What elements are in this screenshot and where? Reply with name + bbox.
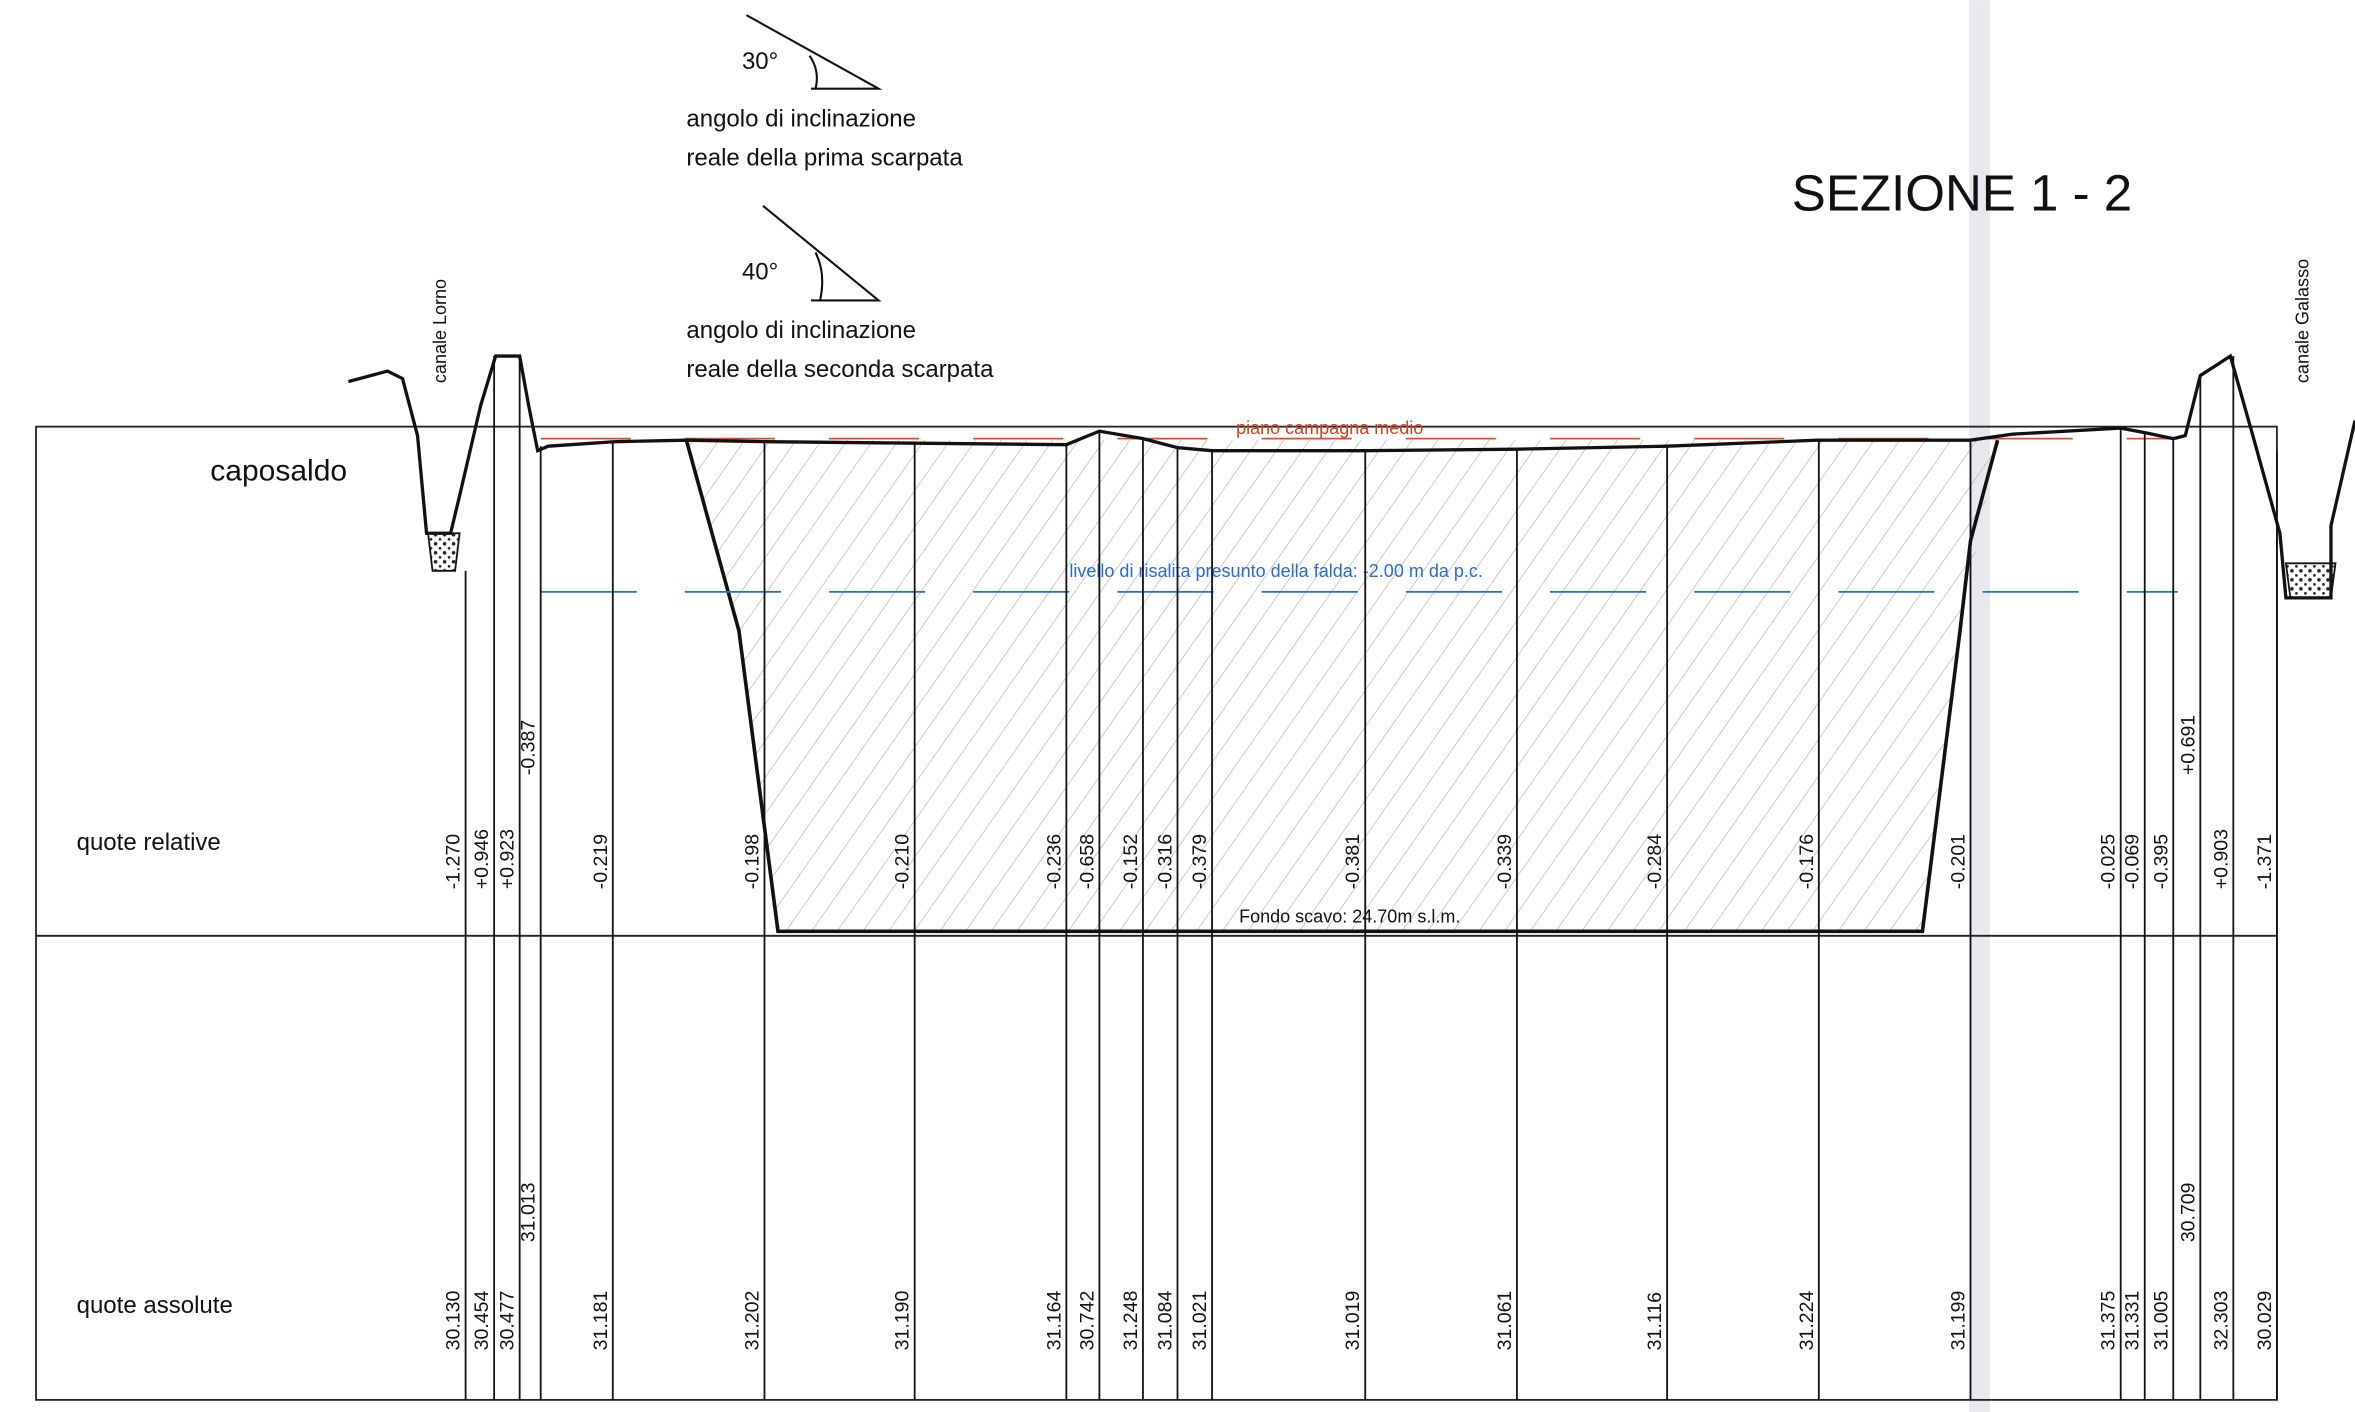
absolute-elevation: 31.190 [892, 1290, 914, 1350]
relative-elevation: -0.069 [2122, 834, 2144, 889]
water-table-label: livello di risalita presunto della falda… [1069, 561, 1483, 581]
relative-elevation: -0.381 [1342, 834, 1364, 889]
relative-elevation: -0.176 [1796, 834, 1818, 889]
legend-text: angolo di inclinazione [686, 317, 916, 344]
canal-bed [427, 532, 461, 572]
relative-elevation: -0.339 [1494, 834, 1516, 889]
relative-elevation: -0.387 [518, 720, 540, 775]
canal-bed [2284, 562, 2337, 599]
angle-arc [808, 55, 818, 89]
excavation-outline [684, 439, 2000, 934]
relative-elevation: -0.025 [2098, 834, 2120, 889]
relative-elevation: -0.236 [1043, 834, 1065, 889]
relative-elevation: -1.270 [443, 834, 465, 889]
relative-elevation: -0.658 [1076, 834, 1098, 889]
legend-text: angolo di inclinazione [686, 105, 916, 132]
canal-label: canale Lorno [430, 279, 450, 383]
relative-elevation: +0.691 [2177, 715, 2199, 775]
excavation-bottom-label: Fondo scavo: 24.70m s.l.m. [1239, 906, 1460, 926]
row-label: quote assolute [77, 1292, 233, 1319]
absolute-elevation: 31.164 [1043, 1290, 1065, 1350]
absolute-elevation: 30.130 [443, 1290, 465, 1350]
absolute-elevation: 31.224 [1796, 1290, 1818, 1350]
absolute-elevation: 31.005 [2150, 1290, 2172, 1350]
relative-elevation: -0.198 [741, 834, 763, 889]
relative-elevation: -0.379 [1189, 834, 1211, 889]
absolute-elevation: 31.375 [2098, 1290, 2120, 1350]
absolute-elevation: 31.116 [1644, 1292, 1666, 1350]
row-label: quote relative [77, 829, 221, 856]
absolute-elevation: 32.303 [2210, 1291, 2232, 1351]
relative-elevation: +0.903 [2210, 829, 2232, 889]
section-title: SEZIONE 1 - 2 [1792, 164, 2132, 221]
absolute-elevation: 31.021 [1189, 1291, 1211, 1351]
absolute-elevation: 31.181 [590, 1291, 612, 1351]
legend-text: reale della prima scarpata [686, 144, 963, 171]
absolute-elevation: 31.019 [1342, 1291, 1364, 1351]
relative-elevation: -0.284 [1644, 834, 1666, 889]
angle-symbol [762, 205, 882, 302]
canal-label: canale Galasso [2292, 259, 2312, 383]
absolute-elevation: 30.454 [471, 1290, 493, 1350]
relative-elevation: -0.152 [1120, 834, 1142, 889]
absolute-elevation: 31.199 [1948, 1291, 1970, 1351]
absolute-elevation: 30.029 [2254, 1291, 2276, 1351]
relative-elevation: -0.219 [590, 834, 612, 889]
relative-elevation: -1.371 [2254, 834, 2276, 889]
absolute-elevation: 30.709 [2177, 1182, 2199, 1242]
relative-elevation: +0.923 [497, 829, 519, 889]
angle-symbol [745, 14, 883, 90]
relative-elevation: -0.201 [1948, 834, 1970, 889]
relative-elevation: -0.395 [2150, 834, 2172, 889]
angle-arc [814, 251, 824, 301]
absolute-elevation: 30.477 [497, 1291, 519, 1351]
row-label: caposaldo [210, 455, 347, 488]
angle-label: 40° [742, 258, 778, 285]
stations: -1.270 30.130 +0.946 30.454 +0.923 30.477 -0.3… [443, 356, 2278, 1400]
excavation-fill [686, 440, 1998, 932]
absolute-elevation: 31.202 [741, 1291, 763, 1351]
angle-label: 30° [742, 48, 778, 75]
legend-text: reale della seconda scarpata [686, 356, 994, 383]
relative-elevation: -0.210 [892, 834, 914, 889]
absolute-elevation: 31.061 [1494, 1291, 1516, 1351]
relative-elevation: +0.946 [471, 829, 493, 889]
ground-level-label: piano campagna medio [1236, 418, 1423, 438]
absolute-elevation: 31.248 [1120, 1291, 1142, 1351]
absolute-elevation: 31.331 [2122, 1291, 2144, 1351]
absolute-elevation: 30.742 [1076, 1291, 1098, 1351]
terrain-profile [348, 353, 2355, 600]
absolute-elevation: 31.084 [1154, 1290, 1176, 1350]
relative-elevation: -0.316 [1154, 834, 1176, 889]
absolute-elevation: 31.013 [518, 1182, 540, 1242]
angle-symbols [745, 14, 883, 302]
